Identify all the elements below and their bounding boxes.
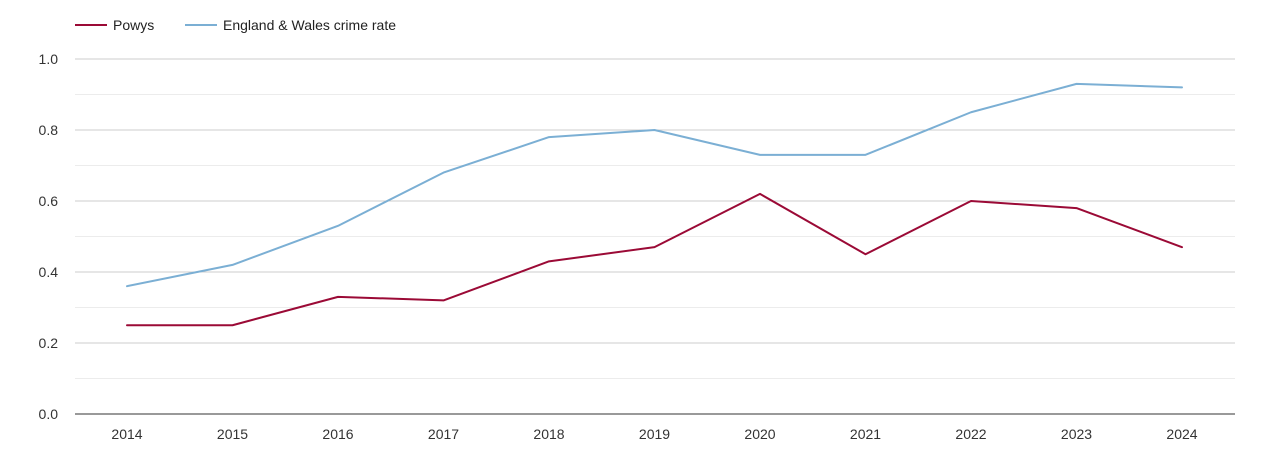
x-tick-label: 2020	[744, 426, 775, 442]
y-tick-label: 0.0	[39, 406, 59, 422]
grid-lines	[75, 58, 1235, 379]
x-tick-label: 2021	[850, 426, 881, 442]
x-tick-label: 2014	[111, 426, 142, 442]
y-tick-label: 0.4	[39, 264, 59, 280]
series-line-powys[interactable]	[126, 192, 1183, 327]
x-tick-label: 2019	[639, 426, 670, 442]
x-tick-label: 2018	[533, 426, 564, 442]
legend-label-powys: Powys	[113, 17, 154, 33]
x-tick-label: 2022	[955, 426, 986, 442]
series-line-england-wales[interactable]	[126, 82, 1183, 288]
x-tick-label: 2024	[1166, 426, 1197, 442]
legend: Powys England & Wales crime rate	[75, 17, 396, 33]
x-tick-label: 2017	[428, 426, 459, 442]
y-tick-label: 1.0	[39, 51, 59, 67]
x-tick-label: 2023	[1061, 426, 1092, 442]
series-lines	[126, 82, 1183, 327]
x-axis: 2014 2015 2016 2017 2018 2019 2020 2021 2022 2023…	[75, 413, 1235, 442]
x-tick-label: 2016	[322, 426, 353, 442]
y-tick-label: 0.2	[39, 335, 59, 351]
y-tick-label: 0.6	[39, 193, 59, 209]
y-tick-label: 0.8	[39, 122, 59, 138]
legend-label-england-wales: England & Wales crime rate	[223, 17, 396, 33]
y-axis: 0.0 0.2 0.4 0.6 0.8 1.0	[39, 51, 59, 422]
legend-item-england-wales[interactable]: England & Wales crime rate	[185, 17, 396, 33]
legend-item-powys[interactable]: Powys	[75, 17, 154, 33]
x-tick-label: 2015	[217, 426, 248, 442]
